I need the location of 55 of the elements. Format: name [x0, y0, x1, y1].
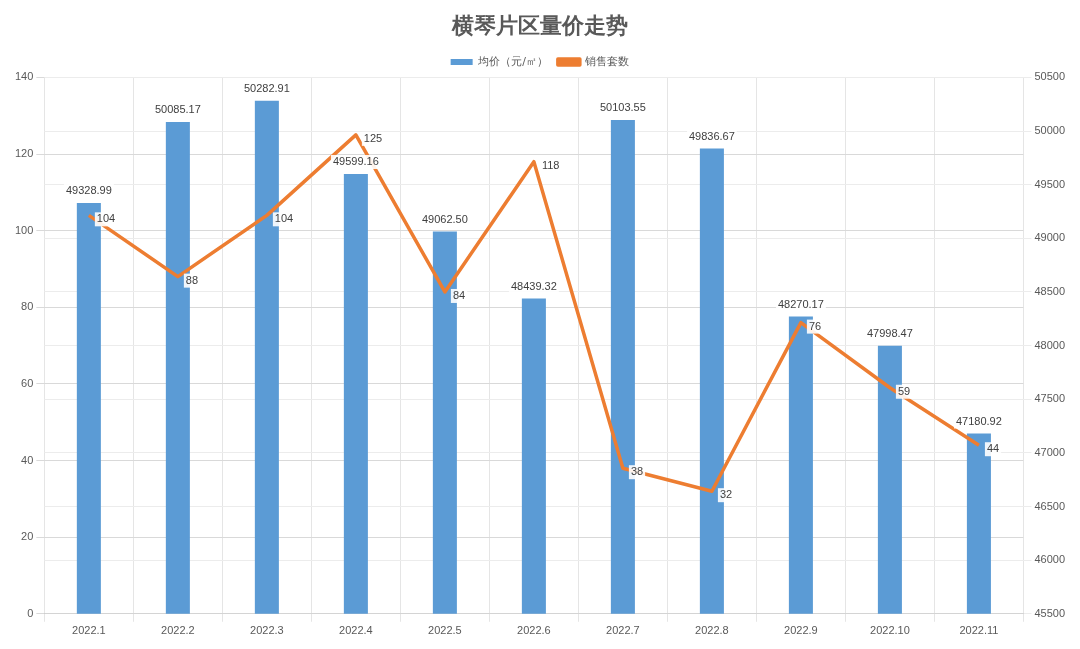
y2-tick-label: 49000 [1034, 231, 1066, 244]
x-tick-label: 2022.9 [784, 624, 818, 637]
data-label: 32 [719, 488, 733, 501]
y2-tick-label: 50500 [1034, 70, 1066, 83]
y-tick-label: 140 [14, 70, 34, 83]
x-tick-label: 2022.2 [161, 624, 195, 637]
data-label: 104 [274, 212, 294, 225]
x-tick-label: 2022.11 [959, 624, 999, 637]
y2-tick-label: 47000 [1034, 445, 1066, 458]
data-label: 59 [897, 384, 911, 397]
data-label: 47180.92 [955, 414, 1002, 427]
data-label: 49062.50 [421, 212, 468, 225]
y2-tick-label: 46000 [1034, 553, 1066, 566]
data-label: 50103.55 [599, 100, 646, 113]
y2-tick-label: 50000 [1034, 124, 1066, 137]
data-label: 50282.91 [243, 81, 290, 94]
y2-tick-label: 45500 [1034, 606, 1066, 619]
data-label: 125 [363, 131, 383, 144]
data-label: 47998.47 [866, 326, 913, 339]
x-tick-label: 2022.10 [870, 624, 910, 637]
y-tick-label: 80 [21, 300, 34, 313]
x-tick-label: 2022.4 [339, 624, 373, 637]
data-label: 88 [185, 273, 199, 286]
data-label: 48439.32 [510, 279, 557, 292]
x-tick-label: 2022.7 [606, 624, 640, 637]
x-tick-label: 2022.3 [250, 624, 284, 637]
y2-tick-label: 49500 [1034, 177, 1066, 190]
y-tick-label: 40 [21, 453, 34, 466]
y-tick-label: 60 [21, 376, 34, 389]
data-label: 84 [452, 288, 466, 301]
data-label: 38 [630, 465, 644, 478]
chart-title: 横琴片区量价走势 [451, 12, 628, 38]
data-label: 118 [541, 158, 560, 171]
x-tick-label: 2022.1 [72, 624, 106, 637]
data-label: 44 [986, 442, 1000, 455]
data-label: 49599.16 [332, 155, 379, 168]
data-label: 104 [96, 212, 116, 225]
x-tick-label: 2022.8 [695, 624, 729, 637]
y2-tick-label: 47500 [1034, 392, 1066, 405]
data-label: 49328.99 [65, 184, 112, 197]
y2-tick-label: 48500 [1034, 284, 1066, 297]
y2-tick-label: 48000 [1034, 338, 1066, 351]
x-tick-label: 2022.6 [517, 624, 551, 637]
y-tick-label: 20 [21, 530, 34, 543]
y-tick-label: 120 [14, 147, 34, 160]
y-tick-label: 0 [27, 606, 34, 619]
data-label: 50085.17 [154, 102, 201, 115]
data-label: 48270.17 [777, 297, 824, 310]
legend-label: 均价（元/㎡） [477, 54, 548, 68]
y-tick-label: 100 [14, 223, 34, 236]
legend-label: 销售套数 [584, 54, 630, 68]
y2-tick-label: 46500 [1034, 499, 1066, 512]
data-label: 76 [808, 319, 822, 332]
x-tick-label: 2022.5 [428, 624, 462, 637]
data-label: 49836.67 [688, 129, 735, 142]
